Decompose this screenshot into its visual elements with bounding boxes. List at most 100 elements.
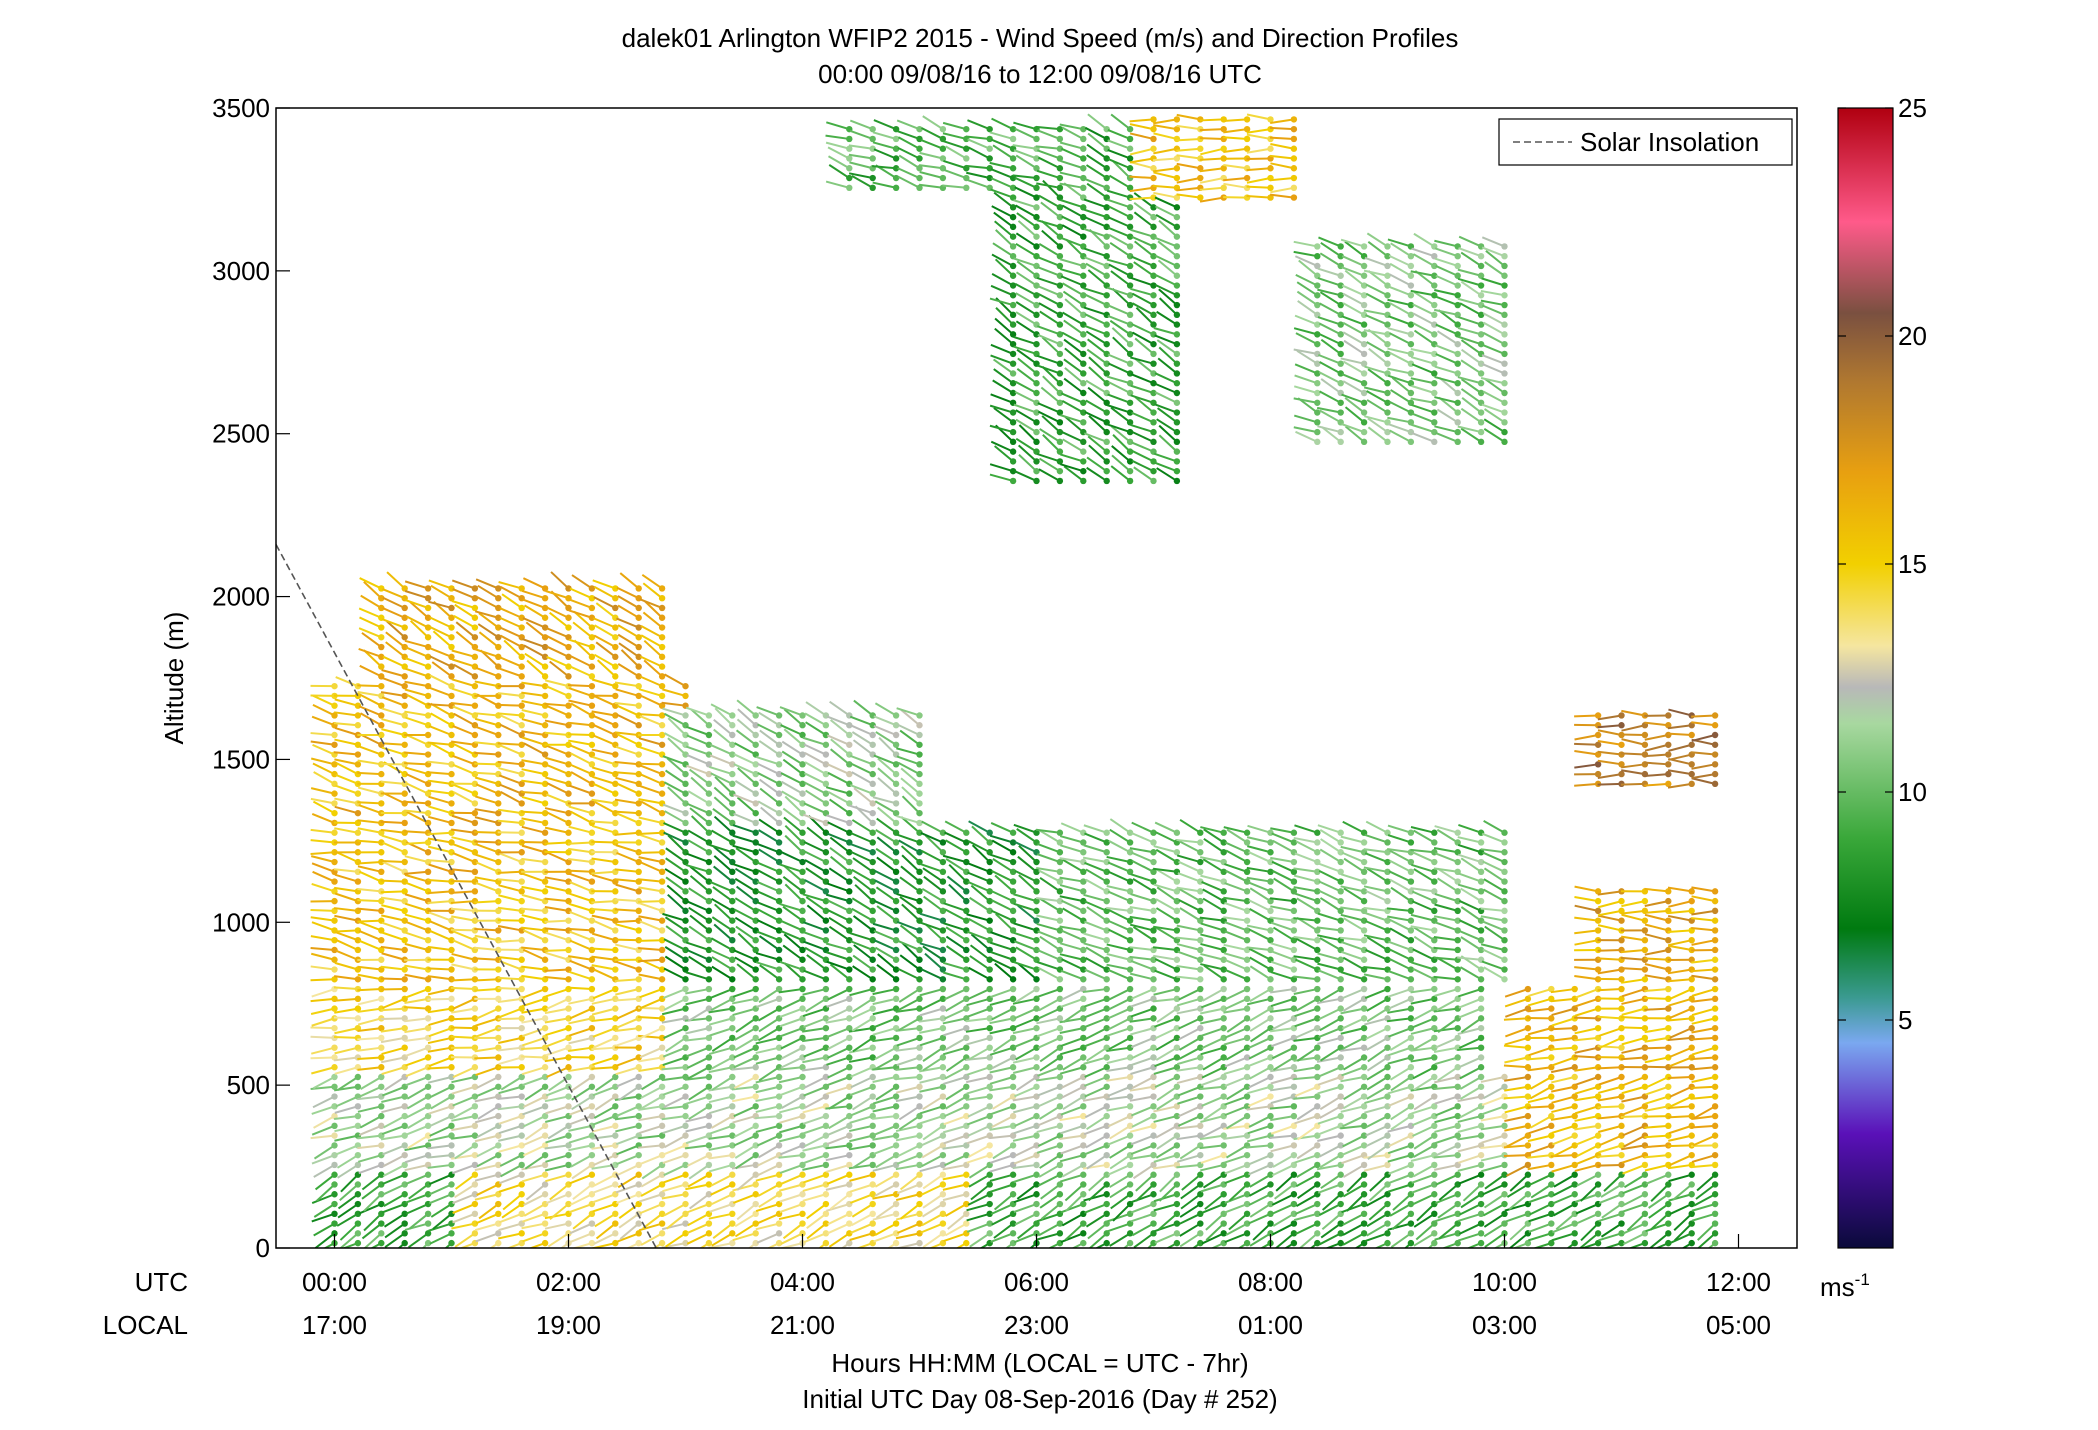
wind-barb-point bbox=[402, 1220, 408, 1226]
wind-barb-point bbox=[682, 917, 688, 923]
wind-barb-point bbox=[870, 790, 876, 796]
wind-barb-point bbox=[870, 1142, 876, 1148]
wind-barb-point bbox=[1080, 1103, 1086, 1109]
wind-barb-point bbox=[448, 820, 454, 826]
wind-barb-point bbox=[963, 888, 969, 894]
wind-barb-point bbox=[776, 1162, 782, 1168]
wind-barb-point bbox=[519, 878, 525, 884]
wind-barb-point bbox=[1057, 1230, 1063, 1236]
wind-barb-point bbox=[378, 1064, 384, 1070]
wind-barb-point bbox=[659, 888, 665, 894]
wind-barb-point bbox=[402, 702, 408, 708]
wind-barb-point bbox=[495, 1201, 501, 1207]
wind-barb-point bbox=[799, 1211, 805, 1217]
wind-barb-point bbox=[1174, 312, 1180, 318]
wind-barb-point bbox=[799, 1074, 805, 1080]
wind-barb-point bbox=[1150, 849, 1156, 855]
wind-barb-point bbox=[659, 878, 665, 884]
wind-barb-point bbox=[846, 898, 852, 904]
wind-barb-point bbox=[823, 790, 829, 796]
wind-barb-point bbox=[448, 1064, 454, 1070]
wind-barb-point bbox=[472, 1123, 478, 1129]
wind-barb-point bbox=[916, 1211, 922, 1217]
wind-barb-point bbox=[893, 1181, 899, 1187]
wind-barb-point bbox=[1127, 341, 1133, 347]
wind-barb-point bbox=[1010, 908, 1016, 914]
wind-barb-point bbox=[1104, 1191, 1110, 1197]
wind-barb-point bbox=[402, 937, 408, 943]
wind-barb-point bbox=[1150, 898, 1156, 904]
wind-barb-staff bbox=[311, 1057, 335, 1058]
wind-barb-point bbox=[636, 585, 642, 591]
wind-barb-point bbox=[612, 859, 618, 865]
wind-barb-point bbox=[987, 1201, 993, 1207]
wind-barb-staff bbox=[451, 1037, 475, 1038]
wind-barb-point bbox=[1080, 155, 1086, 161]
wind-barb-point bbox=[916, 957, 922, 963]
wind-barb-point bbox=[893, 859, 899, 865]
wind-barb-point bbox=[1174, 165, 1180, 171]
wind-barb-point bbox=[659, 595, 665, 601]
wind-barb-point bbox=[729, 1093, 735, 1099]
wind-barb-point bbox=[425, 1025, 431, 1031]
wind-barb-point bbox=[542, 1084, 548, 1090]
wind-barb-point bbox=[519, 1172, 525, 1178]
wind-barb-point bbox=[1057, 204, 1063, 210]
wind-barb-point bbox=[1150, 908, 1156, 914]
wind-barb-point bbox=[1057, 175, 1063, 181]
wind-barb-point bbox=[1150, 1005, 1156, 1011]
wind-barb-point bbox=[916, 175, 922, 181]
wind-barb-point bbox=[1174, 253, 1180, 259]
wind-barb-point bbox=[799, 830, 805, 836]
wind-barb-point bbox=[729, 742, 735, 748]
wind-barb-point bbox=[729, 1220, 735, 1226]
wind-barb-point bbox=[1221, 1142, 1227, 1148]
wind-barb-point bbox=[565, 1132, 571, 1138]
wind-barb-point bbox=[1080, 996, 1086, 1002]
wind-barb-point bbox=[1080, 1201, 1086, 1207]
wind-barb-point bbox=[331, 1074, 337, 1080]
wind-barb-point bbox=[1010, 233, 1016, 239]
wind-barb-point bbox=[1174, 927, 1180, 933]
wind-barb-point bbox=[1221, 1152, 1227, 1158]
wind-barb-point bbox=[987, 1035, 993, 1041]
wind-barb-point bbox=[1174, 341, 1180, 347]
wind-barb-point bbox=[916, 908, 922, 914]
wind-barb-point bbox=[1080, 233, 1086, 239]
wind-barb-point bbox=[1010, 859, 1016, 865]
wind-barb-point bbox=[706, 976, 712, 982]
wind-barb-point bbox=[659, 869, 665, 875]
wind-barb-point bbox=[1033, 429, 1039, 435]
wind-barb-point bbox=[987, 830, 993, 836]
wind-barb-point bbox=[682, 790, 688, 796]
wind-barb-point bbox=[753, 1054, 759, 1060]
wind-barb-point bbox=[589, 927, 595, 933]
wind-barb-point bbox=[799, 1220, 805, 1226]
wind-barb-point bbox=[636, 1074, 642, 1080]
wind-barb-point bbox=[472, 585, 478, 591]
wind-barb-point bbox=[963, 1084, 969, 1090]
wind-barb-point bbox=[1127, 1025, 1133, 1031]
wind-barb-point bbox=[402, 634, 408, 640]
wind-barb-point bbox=[378, 820, 384, 826]
wind-barb-point bbox=[823, 771, 829, 777]
wind-barb-point bbox=[870, 1093, 876, 1099]
wind-barb-point bbox=[846, 966, 852, 972]
wind-barb-point bbox=[519, 644, 525, 650]
wind-barb-point bbox=[331, 1162, 337, 1168]
wind-barb-point bbox=[893, 957, 899, 963]
wind-barb-point bbox=[916, 947, 922, 953]
wind-barb-point bbox=[612, 1035, 618, 1041]
wind-barb-point bbox=[331, 830, 337, 836]
wind-barb-staff bbox=[474, 832, 498, 833]
wind-barb-point bbox=[1150, 468, 1156, 474]
wind-barb-point bbox=[1057, 351, 1063, 357]
wind-barb-point bbox=[542, 712, 548, 718]
wind-barb-point bbox=[963, 155, 969, 161]
wind-barb-point bbox=[940, 1211, 946, 1217]
wind-barb-point bbox=[402, 1191, 408, 1197]
wind-barb-point bbox=[519, 663, 525, 669]
wind-barb-point bbox=[1150, 429, 1156, 435]
wind-barb-point bbox=[729, 1152, 735, 1158]
wind-barb-point bbox=[1104, 165, 1110, 171]
